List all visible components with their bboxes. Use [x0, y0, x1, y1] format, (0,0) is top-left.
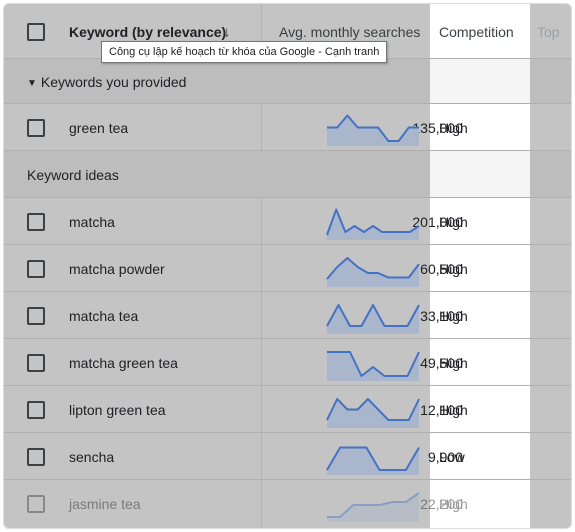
avg-searches-value: 201,000: [412, 213, 463, 230]
trend-sparkline: [326, 256, 420, 287]
table-row: jasmine tea 22,200 High: [4, 480, 571, 528]
competition-value: High: [439, 354, 468, 371]
caret-down-icon: ▼: [27, 77, 37, 89]
sparkline-area: [327, 115, 419, 146]
table-row: matcha 201,000 High: [4, 198, 571, 245]
keyword-text[interactable]: matcha tea: [69, 307, 139, 324]
table-row: matcha powder 60,500 High: [4, 245, 571, 292]
table-row: green tea 135,000 High: [4, 104, 571, 151]
sparkline-area: [327, 351, 419, 381]
section-keyword-ideas: Keyword ideas: [4, 151, 571, 198]
sparkline-line: [327, 492, 420, 518]
section-label: Keywords you provided: [40, 73, 187, 90]
row-checkbox[interactable]: [27, 447, 45, 466]
competition-value: High: [439, 401, 468, 418]
sparkline-line: [326, 446, 420, 471]
competition-value: High: [439, 119, 468, 136]
keyword-text[interactable]: matcha: [69, 213, 115, 230]
trend-sparkline: [327, 492, 420, 522]
sparkline-line: [326, 256, 420, 280]
competition-value: Low: [439, 448, 465, 465]
table-row: matcha tea 33,100 High: [4, 292, 571, 339]
sparkline-area: [327, 493, 419, 522]
keyword-text[interactable]: matcha powder: [69, 260, 165, 277]
keyword-text[interactable]: green tea: [69, 119, 129, 136]
trend-sparkline: [326, 208, 420, 240]
sparkline-area: [327, 447, 419, 475]
section-label: Keyword ideas: [27, 166, 119, 183]
row-checkbox[interactable]: [27, 212, 45, 231]
avg-searches-value: 22,200: [420, 496, 463, 512]
table-row: matcha green tea 49,500 High: [4, 339, 571, 386]
sparkline-line: [326, 397, 420, 421]
sparkline-line: [326, 303, 420, 327]
table-row: lipton green tea 12,100 High: [4, 386, 571, 433]
select-all-checkbox[interactable]: [27, 22, 45, 41]
avg-searches-value: 33,100: [420, 307, 463, 324]
section-keywords-provided: ▼ Keywords you provided: [4, 59, 571, 104]
trend-sparkline: [327, 114, 419, 146]
sparkline-area: [327, 209, 419, 240]
avg-searches-value: 12,100: [420, 401, 463, 418]
competition-value: High: [439, 260, 468, 277]
avg-searches-value: 60,500: [420, 260, 463, 277]
keyword-text[interactable]: lipton green tea: [69, 401, 166, 418]
top-column-header[interactable]: Top: [537, 23, 560, 40]
keyword-table: Keyword (by relevance) ↓ Avg. monthly se…: [3, 3, 572, 529]
row-checkbox[interactable]: [27, 259, 45, 278]
trend-sparkline: [326, 446, 420, 475]
competition-value: High: [439, 213, 468, 230]
competition-value: High: [439, 496, 468, 512]
trend-sparkline: [326, 303, 420, 334]
table-row: sencha 9,900 Low: [4, 433, 571, 480]
sparkline-area: [327, 257, 419, 287]
row-checkbox[interactable]: [27, 306, 45, 325]
sparkline-line: [326, 208, 420, 235]
sparkline-line: [327, 114, 419, 142]
competition-tooltip: Công cụ lập kế hoạch từ khóa của Google …: [101, 41, 388, 63]
row-checkbox[interactable]: [27, 353, 45, 372]
avg-searches-value: 9,900: [427, 448, 463, 465]
keyword-text[interactable]: sencha: [69, 448, 115, 465]
trend-sparkline: [326, 397, 420, 428]
sort-down-icon[interactable]: ↓: [223, 23, 231, 40]
row-checkbox[interactable]: [27, 495, 45, 513]
trend-sparkline: [327, 350, 420, 381]
keyword-text[interactable]: matcha green tea: [69, 354, 178, 371]
competition-column-header[interactable]: Competition: [439, 23, 514, 40]
row-checkbox[interactable]: [27, 118, 45, 137]
keyword-text[interactable]: jasmine tea: [69, 496, 141, 512]
avg-monthly-searches-header[interactable]: Avg. monthly searches: [279, 23, 421, 40]
row-checkbox[interactable]: [27, 400, 45, 419]
avg-searches-value: 49,500: [420, 354, 463, 371]
sparkline-line: [327, 350, 420, 377]
keyword-column-header[interactable]: Keyword (by relevance): [69, 23, 227, 40]
avg-searches-value: 135,000: [412, 119, 463, 136]
competition-value: High: [439, 307, 468, 324]
